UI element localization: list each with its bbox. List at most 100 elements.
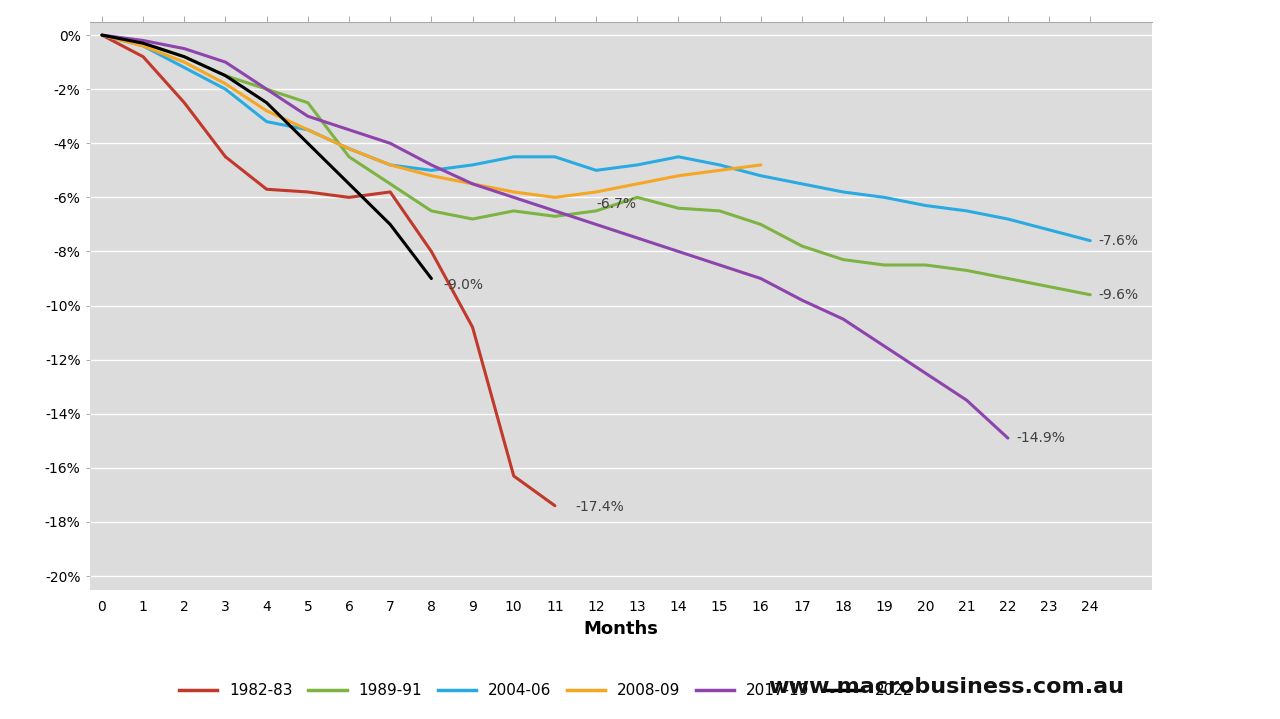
2008-09	[671, 171, 686, 180]
Text: www.macrobusiness.com.au: www.macrobusiness.com.au	[768, 677, 1124, 697]
2022	[301, 139, 316, 147]
2004-06	[301, 125, 316, 134]
2008-09	[753, 160, 768, 169]
1989-91	[671, 204, 686, 213]
Text: -7.6%: -7.6%	[1098, 234, 1138, 247]
2017-19	[95, 31, 110, 40]
2017-19	[342, 125, 357, 134]
2004-06	[136, 42, 151, 50]
1989-91	[342, 152, 357, 161]
2017-19	[630, 234, 645, 242]
1982-83	[177, 99, 192, 107]
1989-91	[218, 71, 233, 80]
1989-91	[1042, 283, 1057, 291]
2008-09	[506, 188, 521, 196]
Line: 2017-19: 2017-19	[102, 35, 1007, 438]
2022	[259, 99, 274, 107]
2004-06	[1042, 226, 1057, 234]
2017-19	[136, 36, 151, 45]
2008-09	[383, 160, 398, 169]
1989-91	[506, 206, 521, 215]
2008-09	[218, 80, 233, 88]
2008-09	[589, 188, 604, 196]
2008-09	[465, 180, 480, 188]
2017-19	[218, 58, 233, 66]
Line: 1982-83: 1982-83	[102, 35, 556, 505]
2004-06	[877, 193, 892, 202]
Text: -6.7%: -6.7%	[596, 197, 636, 211]
1982-83	[506, 472, 521, 480]
1989-91	[301, 99, 316, 107]
2017-19	[301, 112, 316, 121]
2008-09	[136, 42, 151, 50]
2004-06	[589, 166, 604, 175]
2008-09	[548, 193, 563, 202]
2004-06	[671, 152, 686, 161]
Text: -9.0%: -9.0%	[444, 278, 484, 293]
2017-19	[1000, 434, 1015, 442]
1989-91	[959, 266, 974, 275]
2022	[136, 39, 151, 47]
1989-91	[877, 261, 892, 270]
1989-91	[630, 193, 645, 202]
1989-91	[259, 85, 274, 93]
Line: 2008-09: 2008-09	[102, 35, 760, 198]
1982-83	[465, 323, 480, 331]
2004-06	[548, 152, 563, 161]
2004-06	[918, 201, 933, 210]
Line: 2004-06: 2004-06	[102, 35, 1091, 241]
2008-09	[424, 171, 439, 180]
2022	[218, 71, 233, 80]
2017-19	[671, 247, 686, 256]
2008-09	[301, 125, 316, 134]
1982-83	[548, 501, 563, 510]
2004-06	[259, 117, 274, 126]
Text: -9.6%: -9.6%	[1098, 288, 1139, 302]
2017-19	[506, 193, 521, 202]
1982-83	[342, 193, 357, 202]
2004-06	[753, 171, 768, 180]
2017-19	[383, 139, 398, 147]
2022	[95, 31, 110, 40]
1982-83	[383, 188, 398, 196]
2017-19	[259, 85, 274, 93]
2022	[342, 180, 357, 188]
2017-19	[836, 315, 851, 324]
2004-06	[383, 160, 398, 169]
2004-06	[506, 152, 521, 161]
2004-06	[177, 63, 192, 72]
1982-83	[424, 247, 439, 256]
2004-06	[795, 180, 810, 188]
2017-19	[712, 261, 727, 270]
2017-19	[918, 369, 933, 377]
X-axis label: Months: Months	[584, 620, 658, 638]
1982-83	[95, 31, 110, 40]
2008-09	[712, 166, 727, 175]
1989-91	[795, 242, 810, 250]
2017-19	[424, 160, 439, 169]
2017-19	[589, 220, 604, 229]
1989-91	[424, 206, 439, 215]
2004-06	[959, 206, 974, 215]
1989-91	[836, 255, 851, 264]
2008-09	[342, 145, 357, 153]
1989-91	[177, 52, 192, 61]
2004-06	[630, 160, 645, 169]
2022	[177, 52, 192, 61]
Legend: 1982-83, 1989-91, 2004-06, 2008-09, 2017-19, 2022: 1982-83, 1989-91, 2004-06, 2008-09, 2017…	[173, 677, 920, 704]
1982-83	[301, 188, 316, 196]
1989-91	[918, 261, 933, 270]
2017-19	[548, 206, 563, 215]
2004-06	[1083, 237, 1098, 245]
Text: -17.4%: -17.4%	[576, 500, 625, 514]
1989-91	[136, 39, 151, 47]
1989-91	[383, 180, 398, 188]
2017-19	[465, 180, 480, 188]
2017-19	[877, 342, 892, 350]
2017-19	[959, 396, 974, 405]
Line: 1989-91: 1989-91	[102, 35, 1091, 295]
1989-91	[712, 206, 727, 215]
2004-06	[1000, 215, 1015, 224]
1982-83	[136, 52, 151, 61]
2008-09	[259, 106, 274, 115]
